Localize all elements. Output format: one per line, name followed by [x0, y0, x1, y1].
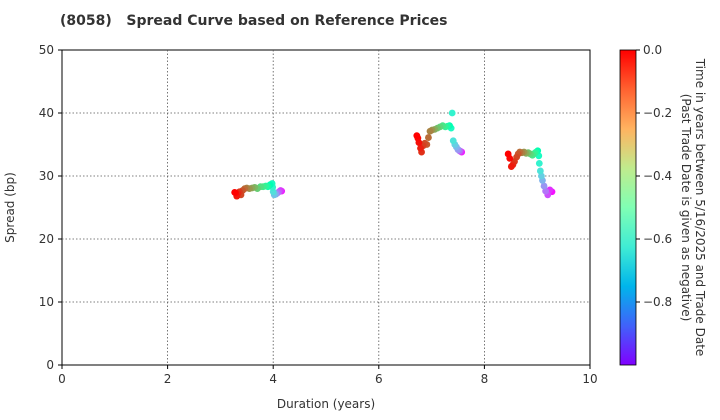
x-tick-label: 2 [164, 372, 172, 386]
colorbar-tick-label: −0.8 [643, 295, 672, 309]
y-tick-label: 30 [39, 169, 54, 183]
colorbar-label-line1: Time in years between 5/16/2025 and Trad… [693, 58, 707, 357]
colorbar-label-line2: (Past Trade Date is given as negative) [679, 94, 693, 322]
colorbar-ticks: 0.0 −0.2 −0.4 −0.6 −0.8 [636, 43, 672, 309]
plot-frame [61, 49, 591, 366]
x-tick-label: 4 [269, 372, 277, 386]
plot-area: 0 2 4 6 8 10 0 10 20 30 40 50 [39, 43, 598, 386]
data-point [507, 163, 515, 170]
y-axis-label: Spread (bp) [3, 172, 17, 243]
x-tick-label: 6 [375, 372, 383, 386]
colorbar-tick-label: −0.4 [643, 169, 672, 183]
x-axis-label: Duration (years) [277, 397, 375, 411]
y-tick-label: 0 [46, 358, 54, 372]
data-point [417, 144, 424, 152]
y-tick-label: 10 [39, 295, 54, 309]
chart-title: (8058) Spread Curve based on Reference P… [60, 13, 448, 29]
y-axis-ticks: 0 10 20 30 40 50 [39, 43, 62, 372]
grid-lines [62, 50, 590, 365]
colorbar-tick-label: 0.0 [643, 43, 662, 57]
data-point [413, 132, 421, 140]
data-point [536, 167, 544, 175]
data-point [426, 127, 434, 135]
colorbar: 0.0 −0.2 −0.4 −0.6 −0.8 Time in years betwee… [619, 43, 707, 366]
x-tick-label: 10 [582, 372, 597, 386]
data-point [425, 134, 432, 141]
data-point [538, 172, 545, 180]
data-point [504, 150, 512, 158]
data-point [448, 109, 456, 117]
y-tick-label: 20 [39, 232, 54, 246]
colorbar-tick-label: −0.6 [643, 232, 672, 246]
data-point [535, 160, 543, 167]
x-tick-label: 8 [481, 372, 489, 386]
y-tick-label: 50 [39, 43, 54, 57]
y-tick-label: 40 [39, 106, 54, 120]
x-tick-label: 0 [58, 372, 66, 386]
colorbar-gradient [619, 49, 637, 366]
data-point [540, 182, 548, 190]
data-point [231, 188, 239, 196]
colorbar-tick-label: −0.2 [643, 106, 672, 120]
x-axis-ticks: 0 2 4 6 8 10 [58, 365, 598, 386]
data-points [231, 109, 556, 200]
data-point [449, 137, 457, 145]
